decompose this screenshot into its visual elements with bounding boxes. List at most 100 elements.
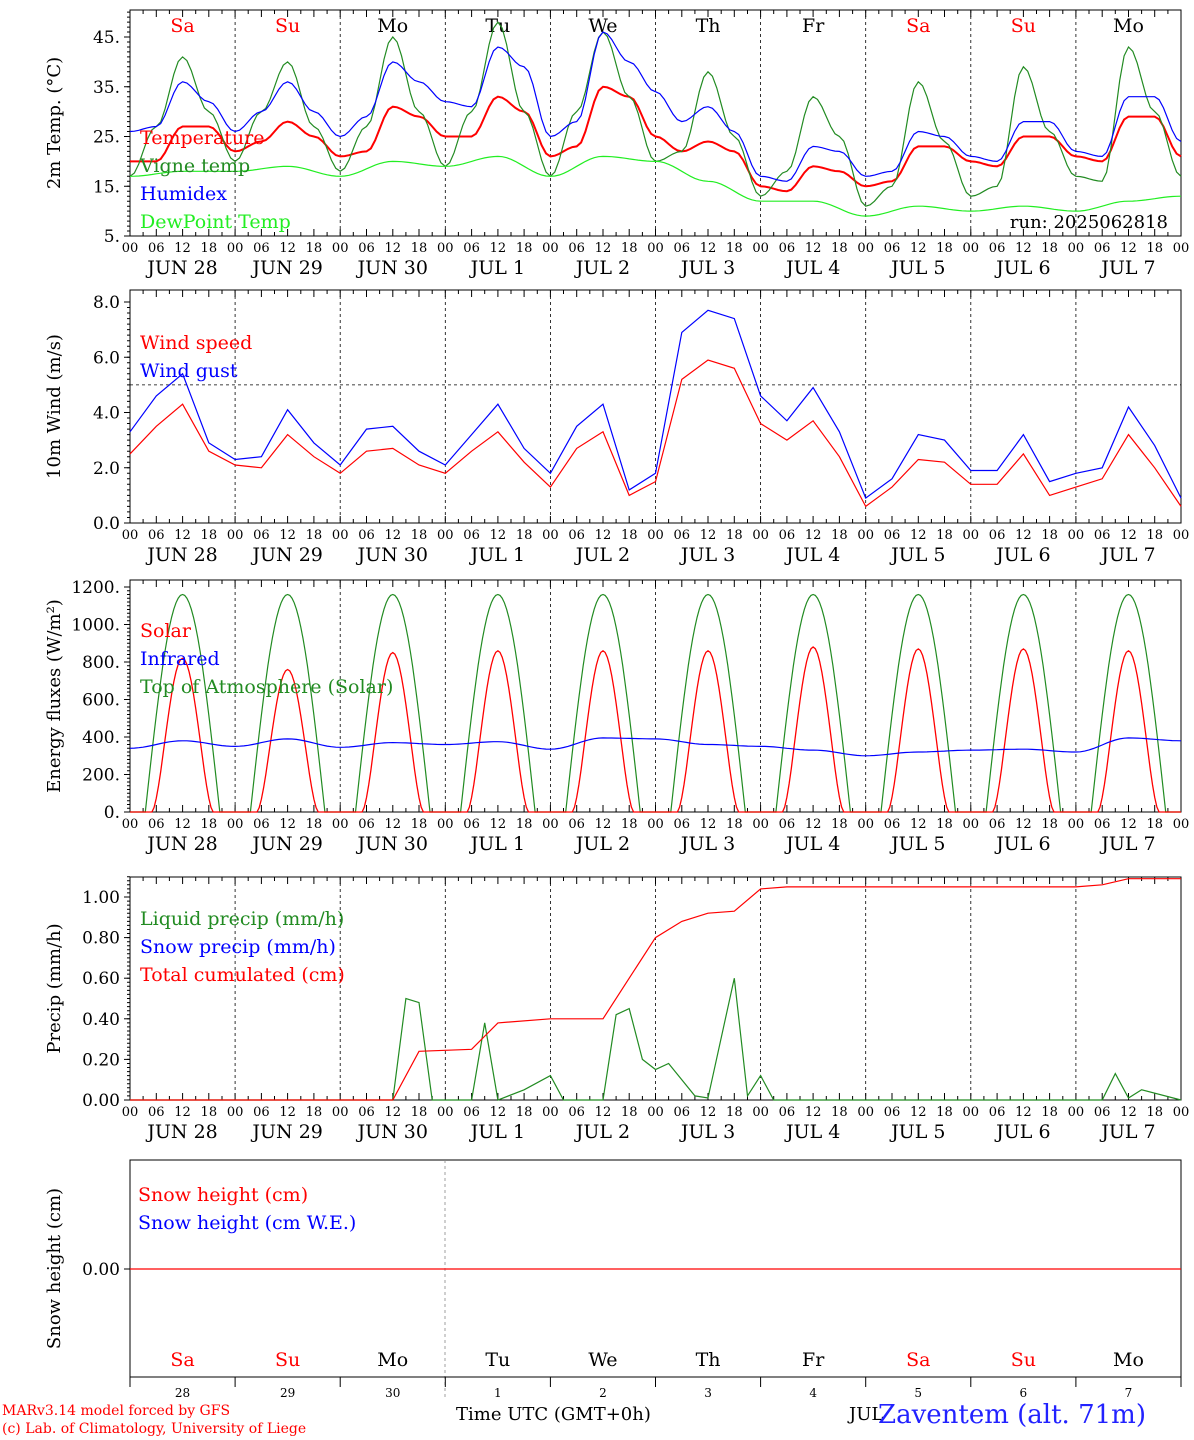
bottom-day-number: 5 bbox=[914, 1386, 922, 1400]
panel-3-hour-label: 06 bbox=[253, 1105, 270, 1120]
panel-2-ytick-label: 600. bbox=[82, 691, 120, 711]
panel-3-hour-label: 00 bbox=[857, 1105, 874, 1120]
panel-1-legend-1: Wind gust bbox=[140, 360, 238, 382]
top-day-label: We bbox=[588, 15, 617, 37]
panel-2-hour-label: 06 bbox=[674, 817, 691, 832]
bottom-day-label: Mo bbox=[377, 1349, 408, 1371]
panel-1-hour-label: 00 bbox=[647, 528, 664, 543]
panel-2-hour-label: 06 bbox=[568, 817, 585, 832]
panel-3-date-label: JUL 5 bbox=[889, 1121, 945, 1143]
panel-0-hour-label: 12 bbox=[1120, 241, 1137, 256]
panel-1-hour-label: 12 bbox=[490, 528, 507, 543]
panel-3-hour-label: 18 bbox=[1041, 1105, 1058, 1120]
panel-0-hour-label: 06 bbox=[253, 241, 270, 256]
bottom-day-number: 4 bbox=[809, 1386, 817, 1400]
panel-3-hour-label: 12 bbox=[1015, 1105, 1032, 1120]
panel-1-hour-label: 06 bbox=[884, 528, 901, 543]
panel-1-hour-label: 18 bbox=[411, 528, 428, 543]
panel-0-date-label: JUL 3 bbox=[679, 257, 735, 279]
panel-1-hour-label: 12 bbox=[1015, 528, 1032, 543]
panel-3-legend-1: Snow precip (mm/h) bbox=[140, 936, 336, 958]
panel-1-date-label: JUL 7 bbox=[1099, 544, 1155, 566]
panel-1-ytick-label: 4.0 bbox=[93, 404, 120, 424]
panel-1-hour-label: 00 bbox=[1068, 528, 1085, 543]
panel-3-hour-label: 18 bbox=[726, 1105, 743, 1120]
panel-0-date-label: JUL 2 bbox=[574, 257, 630, 279]
model-credit: MARv3.14 model forced by GFS bbox=[2, 1403, 231, 1419]
panel-1-legend-0: Wind speed bbox=[140, 332, 252, 354]
panel-1-hour-label: 18 bbox=[1146, 528, 1163, 543]
panel-1-hour-label: 12 bbox=[595, 528, 612, 543]
panel-1-ytick-label: 8.0 bbox=[93, 293, 120, 313]
panel-2-ytick-label: 200. bbox=[82, 766, 120, 786]
bottom-day-label: Tu bbox=[485, 1349, 510, 1371]
panel-4-ytick-label: 0.00 bbox=[82, 1260, 120, 1280]
top-day-label: Su bbox=[275, 15, 300, 37]
panel-1-minor-yticks bbox=[127, 301, 130, 524]
panel-1-hour-label: 06 bbox=[989, 528, 1006, 543]
panel-0-series-humidex bbox=[129, 31, 1182, 182]
panel-0-hour-ticks bbox=[129, 10, 1182, 236]
panel-3-hour-label: 06 bbox=[779, 1105, 796, 1120]
panel-2-hour-label: 00 bbox=[1068, 817, 1085, 832]
panel-2-hour-label: 12 bbox=[279, 817, 296, 832]
panel-3-hour-label: 12 bbox=[700, 1105, 717, 1120]
bottom-day-number: 29 bbox=[280, 1386, 295, 1400]
panel-0-hour-label: 12 bbox=[700, 241, 717, 256]
panel-1-hour-label: 18 bbox=[936, 528, 953, 543]
panel-1-hour-label: 12 bbox=[279, 528, 296, 543]
panel-3-hour-label: 06 bbox=[674, 1105, 691, 1120]
panel-2-hour-label: 12 bbox=[910, 817, 927, 832]
bottom-day-number: 30 bbox=[385, 1386, 400, 1400]
panel-2-hour-label: 12 bbox=[1120, 817, 1137, 832]
panel-2-hour-label: 18 bbox=[516, 817, 533, 832]
panel-0-hour-label: 12 bbox=[805, 241, 822, 256]
panel-1-hour-label: 00 bbox=[437, 528, 454, 543]
panel-2-series-solar bbox=[130, 646, 1181, 813]
top-day-label: Th bbox=[696, 15, 721, 37]
panel-0-legend-0: Temperature bbox=[140, 127, 264, 149]
panel-1-date-label: JUL 6 bbox=[994, 544, 1050, 566]
bottom-day-label: Mo bbox=[1113, 1349, 1144, 1371]
top-day-label: Tu bbox=[485, 15, 510, 37]
panel-0-legend-2: Humidex bbox=[140, 183, 227, 205]
panel-3-date-label: JUN 29 bbox=[250, 1121, 322, 1143]
panel-0-ylabel: 2m Temp. (°C) bbox=[44, 57, 65, 189]
panel-1-hour-label: 18 bbox=[306, 528, 323, 543]
bottom-day-label: Fr bbox=[802, 1349, 825, 1371]
panel-0-hour-label: 00 bbox=[857, 241, 874, 256]
panel-3-hour-label: 00 bbox=[437, 1105, 454, 1120]
panel-0-date-label: JUL 1 bbox=[469, 257, 525, 279]
panel-1-series-wind-gust bbox=[129, 309, 1182, 500]
panel-0-hour-label: 18 bbox=[516, 241, 533, 256]
panel-1-date-label: JUN 28 bbox=[145, 544, 217, 566]
panel-4-legend-1: Snow height (cm W.E.) bbox=[138, 1212, 356, 1234]
bottom-day-label: We bbox=[588, 1349, 617, 1371]
panel-1-date-label: JUL 5 bbox=[889, 544, 945, 566]
panel-2-legend-0: Solar bbox=[140, 620, 192, 642]
panel-3-hour-label: 06 bbox=[463, 1105, 480, 1120]
panel-0-date-label: JUN 28 bbox=[145, 257, 217, 279]
panel-2-hour-label: 12 bbox=[490, 817, 507, 832]
panel-3-ytick-label: 0.40 bbox=[82, 1010, 120, 1030]
panel-0-hour-label: 18 bbox=[621, 241, 638, 256]
panel-0-hour-label: 06 bbox=[989, 241, 1006, 256]
panel-2-date-label: JUL 3 bbox=[679, 833, 735, 855]
top-day-label: Fr bbox=[802, 15, 825, 37]
panel-2-hour-label: 12 bbox=[700, 817, 717, 832]
panel-2-ytick-label: 400. bbox=[82, 728, 120, 748]
bottom-day-label: Sa bbox=[170, 1349, 194, 1371]
panel-2-date-label: JUN 30 bbox=[356, 833, 428, 855]
panel-3-date-label: JUL 3 bbox=[679, 1121, 735, 1143]
panel-1-hour-label: 06 bbox=[358, 528, 375, 543]
top-day-label: Sa bbox=[170, 15, 194, 37]
panel-0-date-label: JUN 29 bbox=[250, 257, 322, 279]
panel-0-hour-label: 18 bbox=[831, 241, 848, 256]
panel-1-hour-label: 06 bbox=[253, 528, 270, 543]
panel-0-hour-label: 06 bbox=[463, 241, 480, 256]
panel-3-hour-label: 06 bbox=[989, 1105, 1006, 1120]
panel-1-hour-label: 18 bbox=[726, 528, 743, 543]
panel-2-hour-label: 12 bbox=[805, 817, 822, 832]
panel-0-hour-label: 18 bbox=[1146, 241, 1163, 256]
panel-3-series-total-cumulated-cm- bbox=[130, 878, 1181, 1101]
